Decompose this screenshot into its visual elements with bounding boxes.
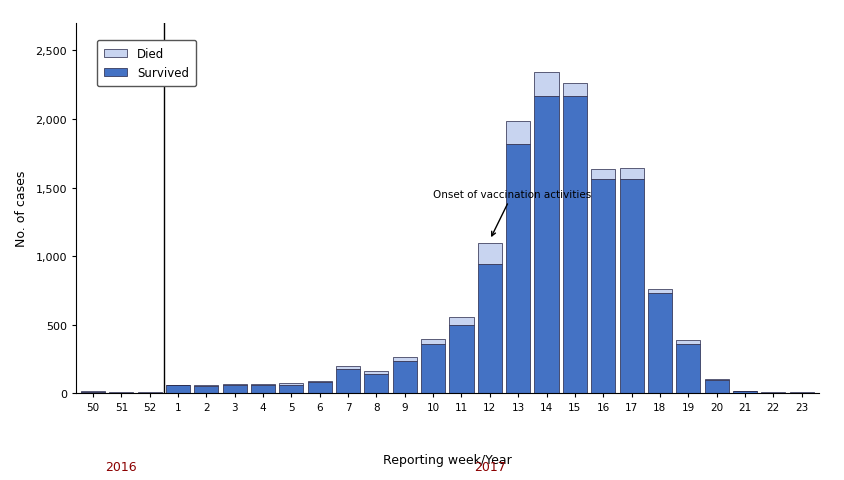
Bar <box>450 325 473 394</box>
Bar <box>194 386 219 394</box>
Bar <box>506 122 530 144</box>
Bar <box>365 372 388 374</box>
Bar <box>563 97 587 394</box>
Bar <box>336 367 360 369</box>
Bar <box>676 344 701 394</box>
Bar <box>705 381 728 394</box>
Bar <box>676 340 701 344</box>
Bar <box>223 384 246 385</box>
Bar <box>392 358 417 361</box>
Bar <box>138 393 162 394</box>
Bar <box>478 265 502 394</box>
Bar <box>705 380 728 381</box>
Bar <box>421 339 445 344</box>
Bar <box>392 361 417 394</box>
Bar <box>166 384 190 385</box>
Bar <box>761 393 786 394</box>
Bar <box>166 385 190 394</box>
Bar <box>648 290 672 294</box>
Bar <box>365 374 388 394</box>
Bar <box>733 392 757 394</box>
Bar <box>81 392 105 394</box>
Text: 2017: 2017 <box>474 460 506 473</box>
Legend: Died, Survived: Died, Survived <box>97 41 196 87</box>
Y-axis label: No. of cases: No. of cases <box>15 171 29 247</box>
Bar <box>109 393 133 394</box>
Bar <box>534 72 559 97</box>
Bar <box>194 385 219 386</box>
X-axis label: Reporting week/Year: Reporting week/Year <box>383 454 511 467</box>
Bar <box>591 180 615 394</box>
Bar <box>534 97 559 394</box>
Bar <box>336 369 360 394</box>
Bar <box>591 170 615 180</box>
Bar <box>733 391 757 392</box>
Text: Onset of vaccination activities: Onset of vaccination activities <box>434 189 592 237</box>
Bar <box>223 385 246 394</box>
Bar <box>619 168 644 180</box>
Bar <box>648 294 672 394</box>
Bar <box>790 393 814 394</box>
Text: 2016: 2016 <box>106 460 137 473</box>
Bar <box>563 84 587 97</box>
Bar <box>251 385 275 394</box>
Bar <box>421 344 445 394</box>
Bar <box>308 381 332 382</box>
Bar <box>619 180 644 394</box>
Bar <box>450 317 473 325</box>
Bar <box>308 382 332 394</box>
Bar <box>506 144 530 394</box>
Bar <box>478 243 502 265</box>
Bar <box>279 384 304 394</box>
Bar <box>251 384 275 385</box>
